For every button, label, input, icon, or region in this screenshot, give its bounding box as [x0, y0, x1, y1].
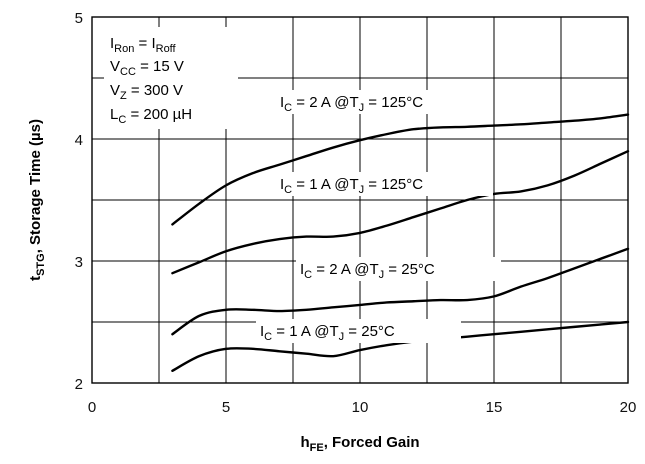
- series-ic1a-125c-line: [171, 150, 630, 275]
- y-axis-title: tSTG, Storage Time (µs): [27, 119, 47, 281]
- series-ic2a-125c-label: IC = 2 A @TJ = 125°C: [280, 94, 423, 114]
- condition-1-main: V: [110, 58, 120, 75]
- series-ic1a-25c-line: [171, 320, 630, 372]
- condition-vcc: VCC = 15 V: [110, 58, 184, 78]
- x-tick-label: 0: [88, 399, 96, 416]
- series-ic2a-25c-line: [171, 247, 630, 336]
- series-ic1a-125c-label-background: [276, 172, 493, 196]
- condition-3-mid: = 200 µH: [126, 106, 192, 123]
- y-tick-label: 2: [75, 376, 83, 393]
- condition-3-main: L: [110, 106, 118, 123]
- y-axis-title-rest: , Storage Time (µs): [27, 119, 44, 253]
- y-tick-label: 3: [75, 254, 83, 271]
- x-tick-label: 5: [222, 399, 230, 416]
- y-tick-label: 5: [75, 10, 83, 27]
- condition-lc: LC = 200 µH: [110, 106, 192, 126]
- condition-2-sub: Z: [120, 90, 127, 102]
- x-tick-label: 15: [486, 399, 503, 416]
- y-axis-title-sub: STG: [35, 253, 47, 276]
- condition-1-mid: = 15 V: [136, 58, 184, 75]
- y-axis-title-main: t: [27, 276, 44, 281]
- series-ic2a-25c-label-background: [296, 257, 501, 281]
- conditions-block: IRon = IRoff VCC = 15 V VZ = 300 V LC = …: [110, 35, 192, 126]
- plot-frame: [91, 16, 629, 384]
- x-axis-title: hFE, Forced Gain: [300, 434, 419, 454]
- condition-2-main: V: [110, 82, 120, 99]
- condition-0-sub2: Roff: [156, 43, 177, 55]
- x-axis-title-rest: , Forced Gain: [324, 434, 420, 451]
- series-ic1a-125c-label: IC = 1 A @TJ = 125°C: [280, 176, 423, 196]
- series-ic1a-25c-label: IC = 1 A @TJ = 25°C: [260, 323, 395, 343]
- condition-0-main: I: [110, 35, 114, 52]
- series-ic2a-125c-line: [171, 113, 630, 226]
- conditions-background: [104, 27, 238, 129]
- series-ic2a-25c-label: IC = 2 A @TJ = 25°C: [300, 261, 435, 281]
- tick-labels: 0 5 10 15 20 2 3 4 5: [75, 10, 637, 416]
- x-axis-title-main: h: [300, 434, 309, 451]
- series-ic2a-125c-label-background: [276, 90, 493, 114]
- condition-ron-roff: IRon = IRoff: [110, 35, 177, 55]
- x-tick-label: 10: [352, 399, 369, 416]
- series-ic1a-25c-label-background: [256, 319, 461, 343]
- condition-3-sub: C: [118, 114, 126, 126]
- condition-1-sub: CC: [120, 66, 136, 78]
- x-tick-label: 20: [620, 399, 637, 416]
- condition-0-sub: Ron: [114, 43, 134, 55]
- x-axis-title-sub: FE: [310, 442, 324, 454]
- condition-2-mid: = 300 V: [127, 82, 183, 99]
- y-tick-label: 4: [75, 132, 83, 149]
- condition-0-mid: = I: [134, 35, 155, 52]
- condition-vz: VZ = 300 V: [110, 82, 183, 102]
